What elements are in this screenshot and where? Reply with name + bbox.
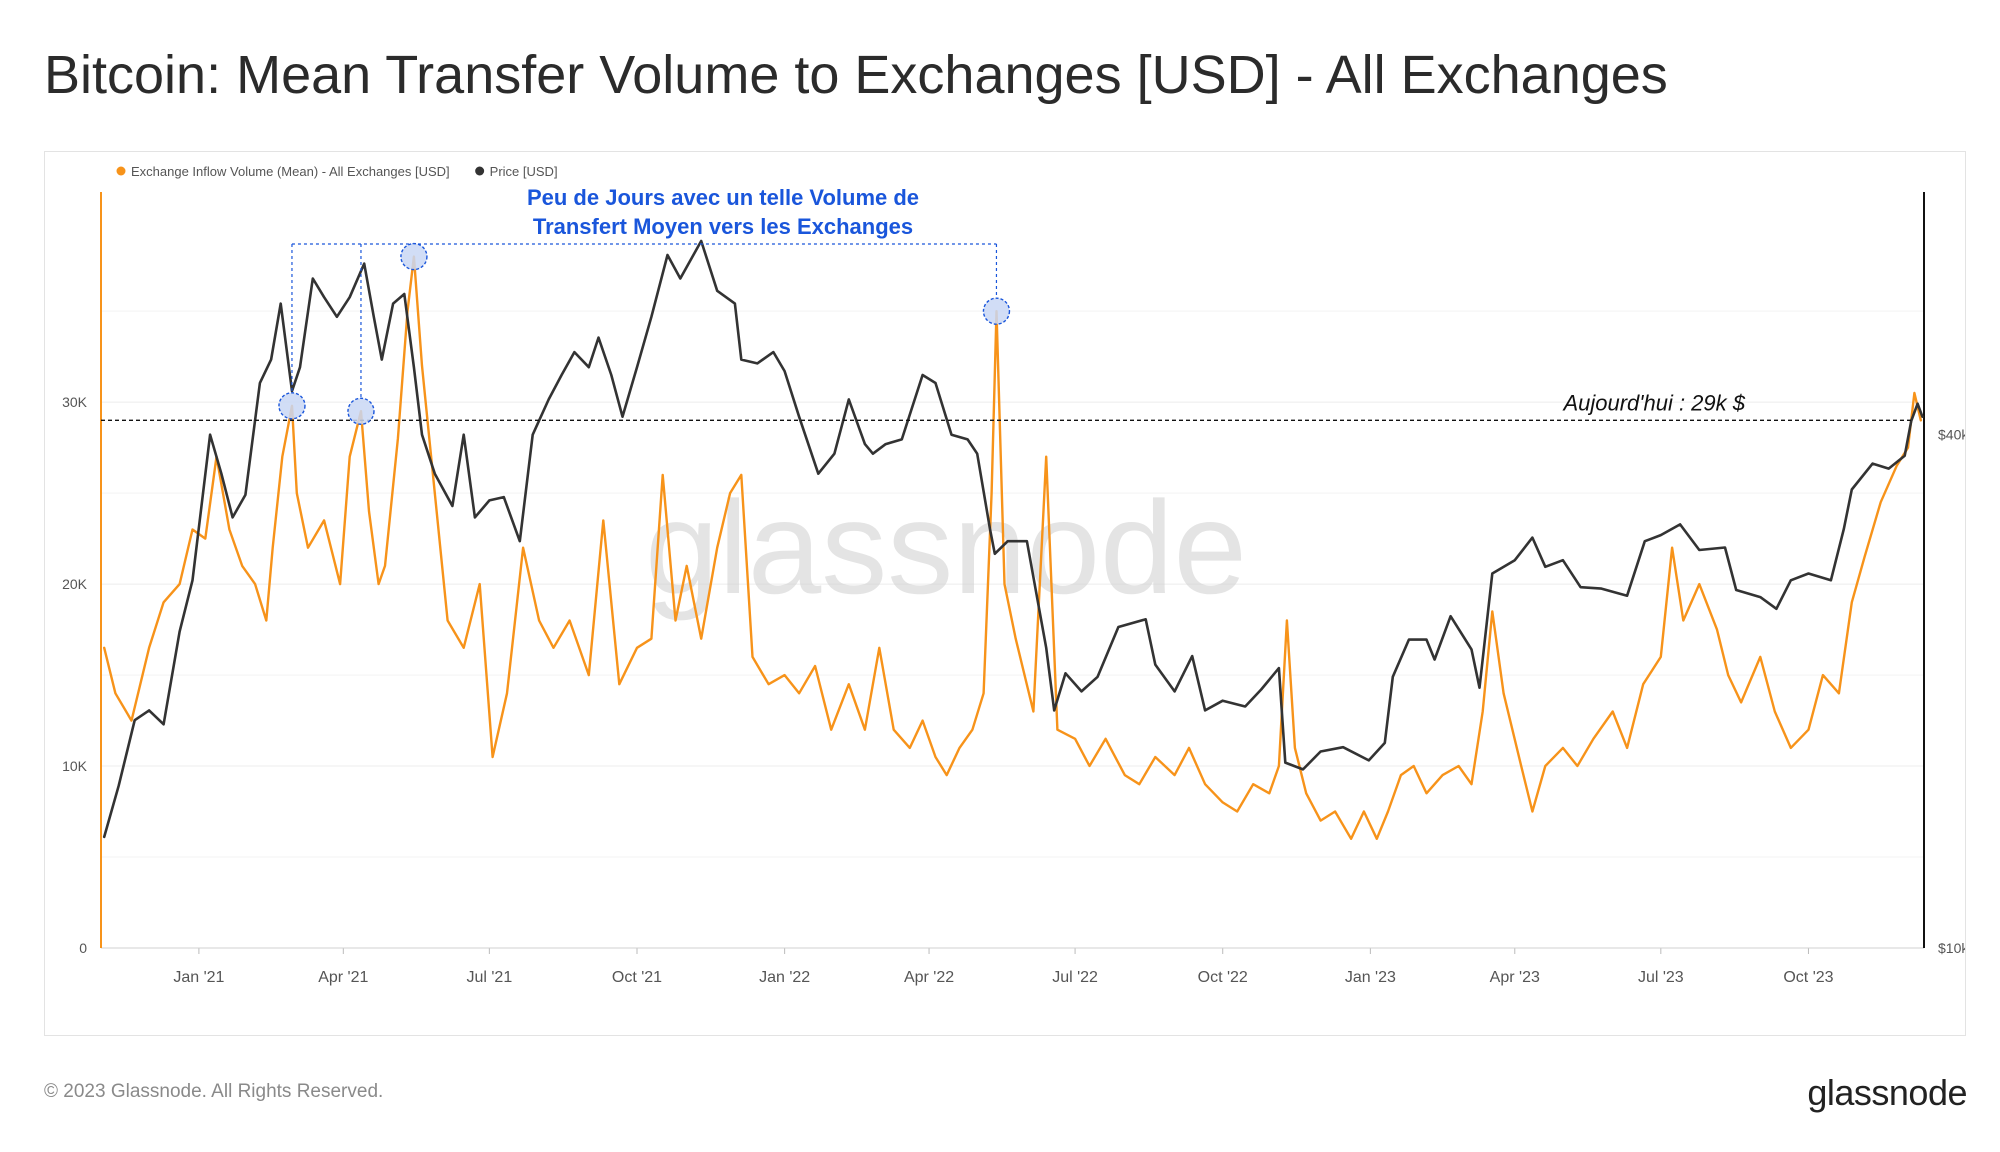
annotation-highlight-circle — [982, 297, 1011, 325]
y-left-tick-label: 10K — [62, 758, 88, 774]
x-tick-label: Jul '21 — [466, 969, 512, 986]
series-line-inflow — [103, 255, 1922, 840]
annotation-text-line: Peu de Jours avec un telle Volume de — [527, 185, 919, 210]
chart-svg: glassnode 0 10K 20K 30K $10k $40k Jan '21 Apr '… — [62, 164, 1969, 986]
brand-logo: glassnode — [1807, 1072, 1967, 1113]
y-left-tick-label: 30K — [62, 394, 88, 410]
annotation-highlight-circle — [400, 242, 428, 271]
legend[interactable]: Exchange Inflow Volume (Mean) - All Exch… — [116, 164, 558, 179]
legend-dot-inflow — [116, 166, 126, 176]
x-tick-label: Jul '22 — [1052, 969, 1098, 986]
watermark: glassnode — [645, 474, 1247, 621]
axes: 0 10K 20K 30K $10k $40k Jan '21 Apr '21 Jul '21 O… — [62, 192, 1969, 986]
x-tick-label: Jan '22 — [759, 969, 810, 986]
grid — [101, 310, 1924, 949]
x-tick-label: Apr '22 — [904, 969, 954, 986]
annotation-group: Peu de Jours avec un telle Volume de Tran… — [278, 185, 1011, 425]
x-tick-label: Oct '21 — [612, 969, 662, 986]
annotation-highlight-circle — [278, 392, 306, 420]
annotation-text-line: Transfert Moyen vers les Exchanges — [533, 214, 913, 239]
reference-line-group: Aujourd'hui : 29k $ — [101, 390, 1914, 422]
y-left-tick-label: 0 — [79, 940, 87, 956]
legend-label-price: Price [USD] — [490, 164, 558, 179]
y-right-tick-label: $10k — [1938, 940, 1965, 956]
x-tick-label: Oct '23 — [1783, 969, 1833, 986]
series-layer — [102, 239, 1924, 840]
page-title: Bitcoin: Mean Transfer Volume to Exchang… — [44, 45, 1668, 105]
legend-dot-price — [475, 166, 485, 176]
x-tick-label: Jan '23 — [1345, 969, 1396, 986]
legend-label-inflow: Exchange Inflow Volume (Mean) - All Exch… — [131, 164, 450, 179]
x-tick-label: Jul '23 — [1638, 969, 1684, 986]
annotation-highlight-circle — [347, 397, 375, 425]
copyright: © 2023 Glassnode. All Rights Reserved. — [44, 1081, 384, 1102]
x-tick-label: Apr '23 — [1490, 969, 1540, 986]
y-right-tick-label: $40k — [1938, 427, 1965, 443]
y-left-tick-label: 20K — [62, 576, 88, 592]
chart-frame: glassnode 0 10K 20K 30K $10k $40k Jan '21 Apr '… — [44, 151, 1969, 1036]
reference-line-label: Aujourd'hui : 29k $ — [1561, 390, 1745, 415]
x-tick-label: Apr '21 — [318, 969, 368, 986]
x-tick-label: Oct '22 — [1198, 969, 1248, 986]
x-tick-label: Jan '21 — [173, 969, 224, 986]
series-line-price — [102, 239, 1924, 839]
